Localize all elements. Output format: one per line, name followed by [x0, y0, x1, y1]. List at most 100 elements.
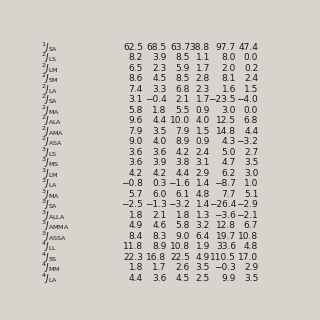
Text: 2.9: 2.9 — [196, 169, 210, 178]
Text: 1.5: 1.5 — [244, 85, 258, 94]
Text: 3.6: 3.6 — [152, 274, 166, 283]
Text: 8.5: 8.5 — [176, 53, 190, 62]
Text: 1.8: 1.8 — [129, 263, 143, 272]
Text: 2.9: 2.9 — [244, 263, 258, 272]
Text: 6.0: 6.0 — [152, 190, 166, 199]
Text: 1.4: 1.4 — [196, 200, 210, 209]
Text: 2.3: 2.3 — [196, 85, 210, 94]
Text: −26.4: −26.4 — [209, 200, 236, 209]
Text: 4.8: 4.8 — [244, 242, 258, 251]
Text: −1.6: −1.6 — [168, 179, 190, 188]
Text: 1.4: 1.4 — [196, 179, 210, 188]
Text: 3.5: 3.5 — [244, 158, 258, 167]
Text: 3.6: 3.6 — [129, 158, 143, 167]
Text: 3.1: 3.1 — [129, 95, 143, 104]
Text: 10.8: 10.8 — [238, 232, 258, 241]
Text: $^{3}J_{\mathrm{ALLA}}$: $^{3}J_{\mathrm{ALLA}}$ — [41, 208, 66, 222]
Text: 7.9: 7.9 — [129, 127, 143, 136]
Text: 4.4: 4.4 — [244, 127, 258, 136]
Text: −3.2: −3.2 — [168, 200, 190, 209]
Text: −0.8: −0.8 — [121, 179, 143, 188]
Text: 4.9: 4.9 — [129, 221, 143, 230]
Text: 5.1: 5.1 — [244, 190, 258, 199]
Text: 68.5: 68.5 — [146, 43, 166, 52]
Text: 4.2: 4.2 — [152, 169, 166, 178]
Text: 3.0: 3.0 — [244, 169, 258, 178]
Text: 2.8: 2.8 — [196, 74, 210, 83]
Text: −1.3: −1.3 — [145, 200, 166, 209]
Text: 38.8: 38.8 — [190, 43, 210, 52]
Text: 4.6: 4.6 — [152, 221, 166, 230]
Text: 1.3: 1.3 — [196, 211, 210, 220]
Text: 3.3: 3.3 — [152, 85, 166, 94]
Text: 4.4: 4.4 — [129, 274, 143, 283]
Text: 8.9: 8.9 — [152, 242, 166, 251]
Text: 2.0: 2.0 — [222, 64, 236, 73]
Text: $^{4}J_{\mathrm{LA}}$: $^{4}J_{\mathrm{LA}}$ — [41, 271, 58, 285]
Text: 3.6: 3.6 — [129, 148, 143, 157]
Text: −4.0: −4.0 — [236, 95, 258, 104]
Text: $^{3}J_{\mathrm{LA}}$: $^{3}J_{\mathrm{LA}}$ — [41, 177, 58, 191]
Text: 3.5: 3.5 — [244, 274, 258, 283]
Text: 3.6: 3.6 — [152, 148, 166, 157]
Text: −0.4: −0.4 — [145, 95, 166, 104]
Text: 0.0: 0.0 — [244, 53, 258, 62]
Text: 8.3: 8.3 — [152, 232, 166, 241]
Text: 1.5: 1.5 — [196, 127, 210, 136]
Text: $^{4}J_{\mathrm{LL}}$: $^{4}J_{\mathrm{LL}}$ — [41, 240, 57, 254]
Text: 4.5: 4.5 — [176, 274, 190, 283]
Text: 1.9: 1.9 — [196, 242, 210, 251]
Text: 5.7: 5.7 — [129, 190, 143, 199]
Text: 2.6: 2.6 — [176, 263, 190, 272]
Text: 4.2: 4.2 — [176, 148, 190, 157]
Text: 4.0: 4.0 — [196, 116, 210, 125]
Text: −2.9: −2.9 — [236, 200, 258, 209]
Text: 1.6: 1.6 — [221, 85, 236, 94]
Text: 0.2: 0.2 — [244, 64, 258, 73]
Text: 8.4: 8.4 — [129, 232, 143, 241]
Text: 7.7: 7.7 — [221, 190, 236, 199]
Text: 6.5: 6.5 — [129, 64, 143, 73]
Text: 12.5: 12.5 — [216, 116, 236, 125]
Text: 8.5: 8.5 — [176, 74, 190, 83]
Text: 3.9: 3.9 — [152, 53, 166, 62]
Text: 3.9: 3.9 — [152, 158, 166, 167]
Text: $^{3}J_{\mathrm{LM}}$: $^{3}J_{\mathrm{LM}}$ — [41, 166, 59, 180]
Text: 97.7: 97.7 — [216, 43, 236, 52]
Text: 16.8: 16.8 — [146, 253, 166, 262]
Text: 33.6: 33.6 — [216, 242, 236, 251]
Text: 9.0: 9.0 — [129, 137, 143, 146]
Text: −0.3: −0.3 — [214, 263, 236, 272]
Text: 1.7: 1.7 — [196, 64, 210, 73]
Text: 6.1: 6.1 — [176, 190, 190, 199]
Text: 0.9: 0.9 — [196, 106, 210, 115]
Text: 4.4: 4.4 — [152, 116, 166, 125]
Text: $^{3}J_{\mathrm{ASSA}}$: $^{3}J_{\mathrm{ASSA}}$ — [41, 229, 67, 244]
Text: $^{3}J_{\mathrm{MS}}$: $^{3}J_{\mathrm{MS}}$ — [41, 156, 59, 170]
Text: 2.1: 2.1 — [176, 95, 190, 104]
Text: 4.7: 4.7 — [222, 158, 236, 167]
Text: 7.9: 7.9 — [176, 127, 190, 136]
Text: 11.8: 11.8 — [123, 242, 143, 251]
Text: 63.7: 63.7 — [170, 43, 190, 52]
Text: −8.7: −8.7 — [214, 179, 236, 188]
Text: $^{1}J_{\mathrm{SA}}$: $^{1}J_{\mathrm{SA}}$ — [41, 40, 59, 54]
Text: 5.8: 5.8 — [129, 106, 143, 115]
Text: $^{2}J_{\mathrm{SM}}$: $^{2}J_{\mathrm{SM}}$ — [41, 72, 59, 86]
Text: 0.0: 0.0 — [244, 106, 258, 115]
Text: −3.6: −3.6 — [214, 211, 236, 220]
Text: $^{2}J_{\mathrm{ALA}}$: $^{2}J_{\mathrm{ALA}}$ — [41, 114, 62, 128]
Text: 8.2: 8.2 — [129, 53, 143, 62]
Text: 10.8: 10.8 — [170, 242, 190, 251]
Text: 2.4: 2.4 — [244, 74, 258, 83]
Text: $^{2}J_{\mathrm{ASA}}$: $^{2}J_{\mathrm{ASA}}$ — [41, 135, 63, 149]
Text: 2.1: 2.1 — [152, 211, 166, 220]
Text: $^{3}J_{\mathrm{AMMA}}$: $^{3}J_{\mathrm{AMMA}}$ — [41, 219, 70, 233]
Text: 3.1: 3.1 — [196, 158, 210, 167]
Text: 6.7: 6.7 — [244, 221, 258, 230]
Text: 4.4: 4.4 — [176, 169, 190, 178]
Text: 8.9: 8.9 — [176, 137, 190, 146]
Text: 1.8: 1.8 — [152, 106, 166, 115]
Text: −2.5: −2.5 — [121, 200, 143, 209]
Text: $^{4}J_{\mathrm{SS}}$: $^{4}J_{\mathrm{SS}}$ — [41, 250, 58, 265]
